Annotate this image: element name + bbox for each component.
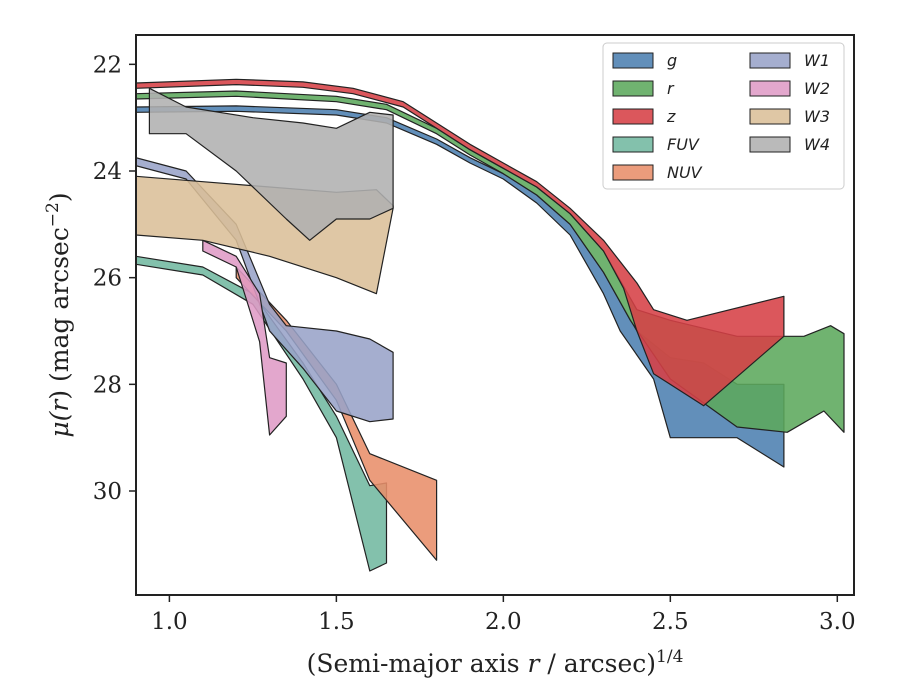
y-tick-label: 24 <box>93 159 122 185</box>
y-axis-ticks: 22 24 26 28 30 <box>93 52 136 505</box>
band-g <box>136 105 785 468</box>
legend-label-w1: W1 <box>804 51 830 70</box>
profile-bands <box>136 78 845 572</box>
band-w2 <box>202 239 287 436</box>
y-tick-label: 22 <box>93 52 122 78</box>
x-tick-label: 2.0 <box>485 609 522 635</box>
legend-swatch-fuv <box>612 136 654 153</box>
x-axis-label: (Semi-major axis r / arcsec)1/4 <box>307 647 684 678</box>
legend: grz FUV NUV W1 W2 W3 W4 <box>602 42 845 190</box>
legend-swatch-g <box>612 52 654 69</box>
band-z <box>136 78 785 407</box>
legend-label-fuv: FUV <box>667 135 700 154</box>
legend-swatch-w1 <box>749 52 791 69</box>
legend-swatch-nuv <box>612 164 654 181</box>
legend-label-w3: W3 <box>804 107 830 126</box>
legend-swatch-w3 <box>749 108 791 125</box>
x-tick-label: 3.0 <box>819 609 856 635</box>
legend-label-r: r <box>667 79 675 98</box>
x-axis-ticks: 1.0 1.5 2.0 2.5 3.0 <box>151 595 856 635</box>
y-tick-label: 30 <box>93 479 122 505</box>
band-w4 <box>148 87 394 241</box>
y-axis-label: μ(r) (mag arcsec−2) <box>43 192 74 437</box>
plot-frame <box>135 34 855 596</box>
legend-swatch-r <box>612 80 654 97</box>
legend-swatch-w2 <box>749 80 791 97</box>
legend-label-nuv: NUV <box>667 163 703 182</box>
x-tick-label: 1.0 <box>151 609 188 635</box>
y-tick-label: 28 <box>93 372 122 398</box>
legend-label-g: g <box>667 51 677 70</box>
legend-label-z: z <box>666 107 676 126</box>
y-tick-label: 26 <box>93 266 122 292</box>
x-tick-label: 1.5 <box>318 609 355 635</box>
x-tick-label: 2.5 <box>652 609 689 635</box>
legend-swatch-w4 <box>749 136 791 153</box>
legend-label-w2: W2 <box>804 79 830 98</box>
legend-label-w4: W4 <box>804 135 830 154</box>
legend-swatch-z <box>612 108 654 125</box>
